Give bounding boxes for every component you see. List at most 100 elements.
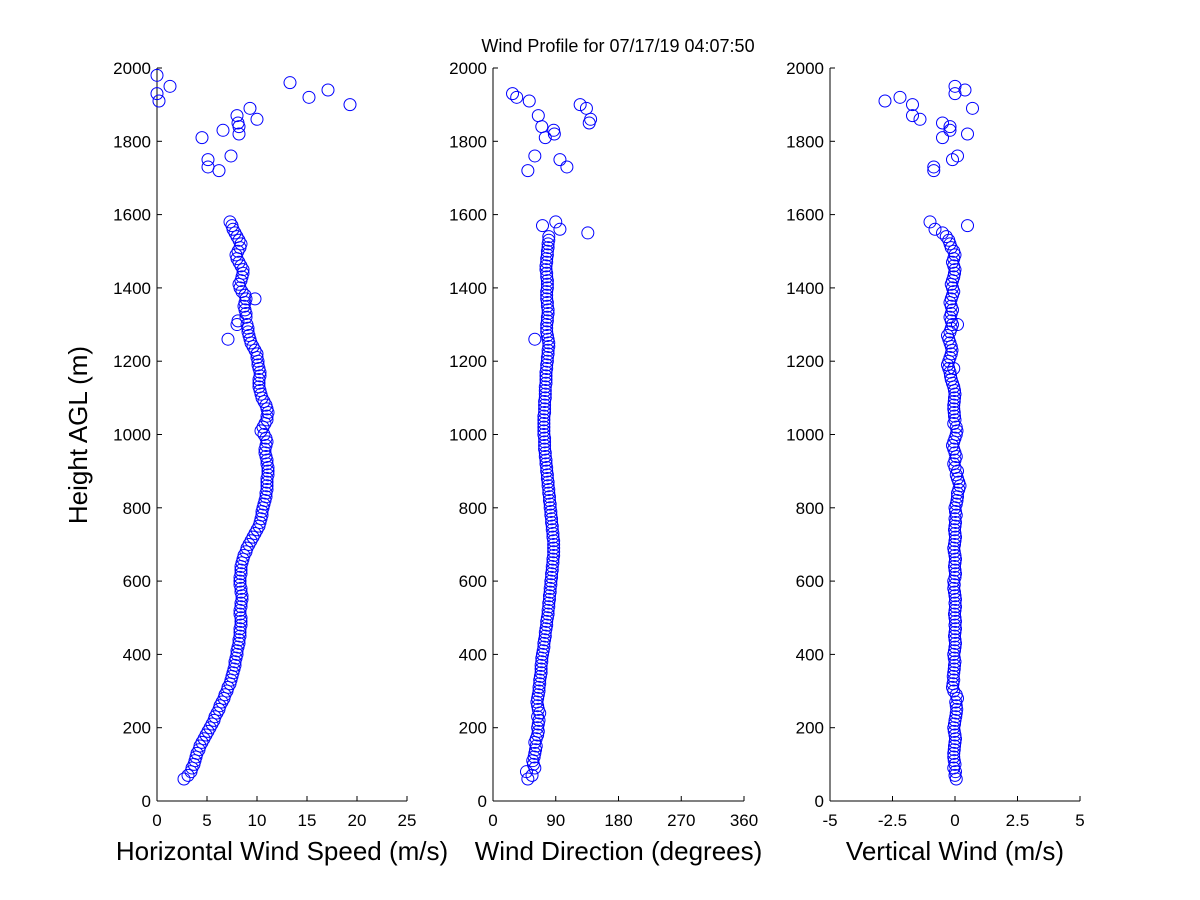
- direction-data-points: [506, 87, 598, 786]
- speed-data-point: [253, 369, 267, 383]
- direction-data-point: [547, 541, 561, 555]
- vertical-data-point: [947, 662, 961, 676]
- vertical-y-tick-label: 1600: [786, 206, 824, 225]
- speed-data-point: [230, 109, 244, 123]
- direction-data-point: [534, 666, 548, 680]
- vertical-data-point: [966, 101, 979, 115]
- direction-data-point: [540, 362, 554, 376]
- panel-vertical: 0 200 400 600 800 1000 1200 1400 1600 1800 2000 -5 -…: [786, 59, 1085, 866]
- direction-data-point: [538, 402, 552, 416]
- speed-data-point: [252, 376, 266, 390]
- vertical-data-point: [906, 109, 919, 123]
- vertical-data-point: [947, 285, 961, 299]
- speed-data-point: [213, 699, 227, 713]
- vertical-data-point: [948, 523, 961, 537]
- vertical-data-point: [943, 120, 957, 134]
- direction-data-point: [546, 556, 560, 570]
- vertical-data-point: [947, 457, 961, 471]
- speed-data-point: [261, 464, 275, 478]
- speed-data-point: [240, 318, 254, 332]
- speed-data-point: [232, 636, 246, 650]
- vertical-y-tick-label: 800: [796, 499, 824, 518]
- direction-data-point: [553, 153, 567, 167]
- direction-data-point: [537, 417, 551, 431]
- vertical-data-point: [961, 219, 974, 233]
- direction-y-tick-label: 0: [478, 792, 487, 811]
- speed-data-point: [234, 567, 248, 581]
- vertical-data-point: [946, 255, 959, 269]
- vertical-data-point: [948, 559, 961, 573]
- vertical-x-tick-label: 0: [950, 811, 959, 830]
- vertical-data-point: [947, 743, 961, 757]
- direction-data-point: [538, 435, 552, 449]
- vertical-data-point: [947, 754, 961, 768]
- vertical-data-point: [943, 237, 957, 251]
- speed-data-point: [234, 618, 248, 632]
- vertical-y-tick-label: 400: [796, 645, 824, 664]
- vertical-data-points: [878, 79, 979, 786]
- speed-data-point: [233, 625, 247, 639]
- vertical-data-point: [948, 413, 962, 427]
- direction-data-point: [540, 292, 554, 306]
- direction-data-point: [535, 655, 549, 669]
- speed-y-tick-label: 200: [123, 719, 151, 738]
- vertical-data-point: [947, 442, 961, 456]
- vertical-data-point: [949, 706, 963, 720]
- vertical-data-point: [943, 325, 957, 339]
- speed-data-point: [210, 706, 224, 720]
- direction-data-point: [547, 123, 561, 137]
- speed-data-point: [197, 732, 211, 746]
- direction-data-point: [544, 508, 558, 522]
- direction-data-point: [538, 398, 552, 412]
- speed-x-tick-label: 15: [298, 811, 317, 830]
- speed-data-point: [163, 79, 177, 93]
- speed-data-point: [252, 380, 266, 394]
- speed-data-point: [201, 724, 215, 738]
- vertical-data-point: [948, 607, 961, 621]
- direction-data-point: [541, 479, 555, 493]
- vertical-data-point: [946, 274, 959, 288]
- direction-data-point: [553, 222, 567, 236]
- speed-data-point: [208, 710, 222, 724]
- direction-data-point: [541, 347, 555, 361]
- direction-data-point: [546, 530, 560, 544]
- direction-data-point: [540, 321, 554, 335]
- vertical-data-point: [941, 329, 954, 343]
- speed-data-point: [232, 233, 246, 247]
- vertical-data-point: [947, 395, 961, 409]
- vertical-data-point: [927, 160, 941, 174]
- vertical-y-tick-label: 200: [796, 719, 824, 738]
- speed-data-point: [241, 325, 255, 339]
- speed-data-point: [223, 215, 237, 229]
- vertical-data-point: [949, 552, 962, 566]
- vertical-data-point: [946, 438, 959, 452]
- direction-y-tick-label: 800: [459, 499, 487, 518]
- direction-data-point: [581, 226, 595, 240]
- speed-data-point: [230, 230, 244, 244]
- direction-data-point: [545, 563, 559, 577]
- direction-data-point: [545, 523, 559, 537]
- direction-data-point: [547, 537, 561, 551]
- speed-data-point: [152, 94, 166, 108]
- vertical-data-point: [948, 611, 962, 625]
- speed-data-point: [248, 343, 262, 357]
- speed-data-point: [234, 614, 248, 628]
- direction-data-point: [542, 600, 556, 614]
- speed-data-point: [283, 76, 297, 90]
- panel-direction: 0 200 400 600 800 1000 1200 1400 1600 1800 2000 0 90…: [449, 59, 762, 866]
- direction-data-point: [539, 457, 553, 471]
- direction-data-point: [506, 87, 520, 101]
- speed-data-point: [255, 508, 269, 522]
- direction-data-point: [542, 340, 556, 354]
- direction-data-point: [531, 710, 545, 724]
- vertical-data-point: [948, 768, 962, 782]
- vertical-data-point: [948, 266, 961, 280]
- speed-data-point: [190, 746, 204, 760]
- speed-y-tick-label: 2000: [113, 59, 151, 78]
- speed-data-point: [239, 310, 253, 324]
- speed-data-point: [195, 735, 209, 749]
- direction-x-tick-label: 0: [488, 811, 497, 830]
- speed-y-tick-label: 1200: [113, 352, 151, 371]
- direction-data-point: [584, 112, 598, 126]
- direction-y-tick-label: 2000: [449, 59, 487, 78]
